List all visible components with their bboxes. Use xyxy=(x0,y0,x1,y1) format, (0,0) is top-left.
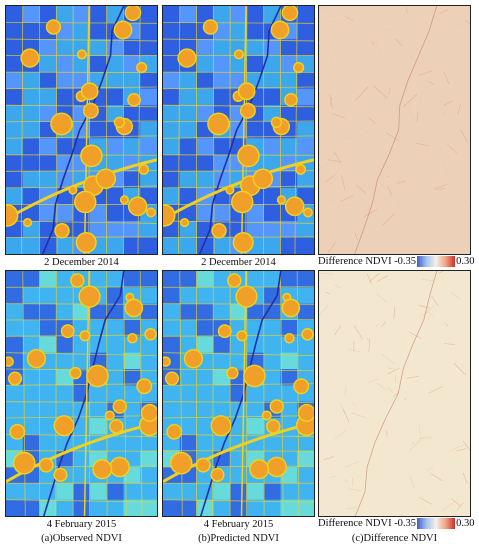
observed-ndvi-map-row2 xyxy=(6,271,157,516)
legend-label-row2: Difference NDVI xyxy=(318,518,392,529)
predicted-ndvi-image-row2 xyxy=(162,270,315,517)
predicted-ndvi-map-row2 xyxy=(163,271,314,516)
legend-max-row2: 0.30 xyxy=(456,518,475,529)
difference-legend-row1: Difference NDVI -0.35 0.30 xyxy=(318,256,474,267)
observed-date-row1: 2 December 2014 xyxy=(44,257,119,268)
observed-ndvi-image-row2 xyxy=(5,270,158,517)
legend-min-row1: -0.35 xyxy=(394,256,417,267)
legend-colorbar-row2 xyxy=(417,518,456,529)
difference-legend-row2: Difference NDVI -0.35 0.30 xyxy=(318,518,474,529)
legend-label-row1: Difference NDVI xyxy=(318,256,392,267)
difference-ndvi-map-row1 xyxy=(319,6,470,254)
subcaption-b: (b)Predicted NDVI xyxy=(198,533,279,544)
difference-ndvi-image-row2 xyxy=(318,270,471,517)
observed-date-row2: 4 February 2015 xyxy=(46,519,117,530)
subcaption-c: (c)Difference NDVI xyxy=(351,533,438,544)
legend-max-row1: 0.30 xyxy=(456,256,475,267)
observed-ndvi-image-row1 xyxy=(5,5,158,255)
observed-ndvi-map-row1 xyxy=(6,6,157,254)
legend-min-row2: -0.35 xyxy=(394,518,417,529)
predicted-date-row2: 4 February 2015 xyxy=(203,519,274,530)
legend-colorbar-row1 xyxy=(417,256,456,267)
difference-ndvi-image-row1 xyxy=(318,5,471,255)
difference-ndvi-map-row2 xyxy=(319,271,470,516)
predicted-ndvi-map-row1 xyxy=(163,6,314,254)
predicted-ndvi-image-row1 xyxy=(162,5,315,255)
predicted-date-row1: 2 December 2014 xyxy=(201,257,276,268)
subcaption-a: (a)Observed NDVI xyxy=(41,533,122,544)
